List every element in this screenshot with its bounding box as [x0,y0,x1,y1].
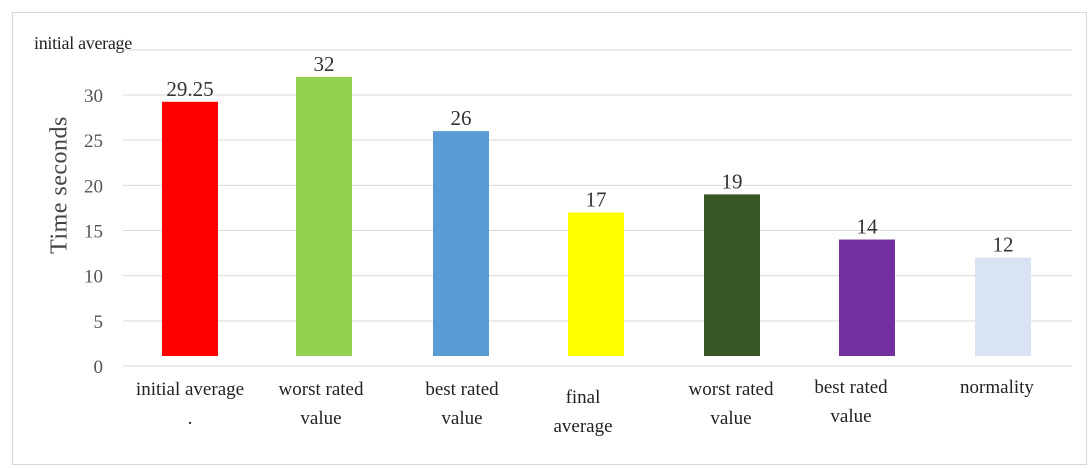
bar [975,257,1031,356]
y-tick-label: 15 [84,222,103,243]
y-tick-label: 20 [84,176,103,197]
category-label: best rated value [814,377,888,427]
bar [568,212,624,356]
y-tick-label: 10 [84,267,103,288]
y-tick-label: 5 [94,312,104,333]
data-label: 32 [314,52,335,76]
y-tick-labels: 0 5 10 15 20 25 30 [84,86,103,378]
y-tick-label: 0 [94,357,104,378]
y-tick-label: 30 [84,86,103,107]
data-label: 29.25 [166,77,213,101]
data-label: 12 [993,233,1014,257]
bar [839,239,895,356]
data-label: 26 [451,106,472,130]
bar [296,76,352,356]
bar [162,101,218,357]
category-label: final average [553,387,612,437]
category-label: worst rated value [279,379,364,429]
data-label: 14 [857,215,879,239]
category-label: worst rated value [689,379,774,429]
data-label: 19 [722,169,743,193]
category-labels: initial average . worst rated value best rat… [136,377,1035,437]
value-labels: 29.25 32 26 17 19 14 12 [166,52,1013,257]
bars [162,76,1031,357]
corner-label: initial average [34,33,132,53]
bar [433,131,489,356]
category-label: initial average. [136,379,244,429]
category-label: normality [960,377,1034,398]
category-label: best rated value [425,379,499,429]
bar [704,194,760,356]
y-tick-label: 25 [84,131,103,152]
data-label: 17 [586,187,607,211]
